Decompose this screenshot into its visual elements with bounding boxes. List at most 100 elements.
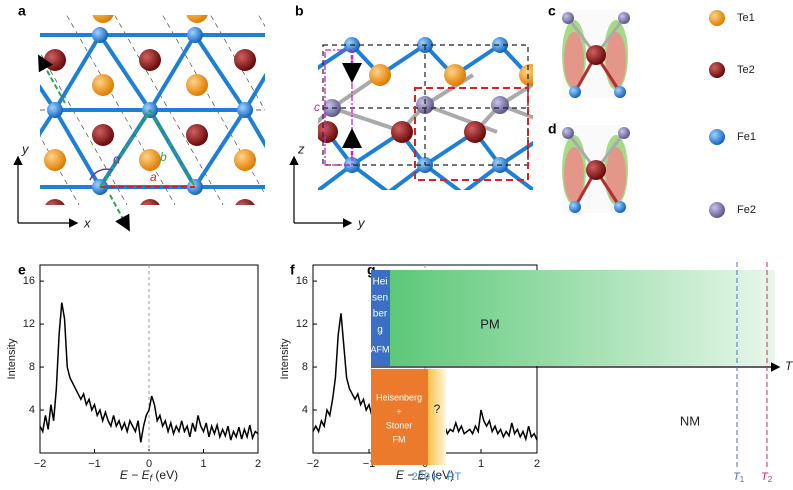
atom (186, 15, 208, 23)
atom (282, 179, 298, 195)
x-axis-label-sub: f (426, 473, 430, 483)
supercell (414, 87, 529, 181)
atom (187, 27, 203, 43)
atom (140, 199, 160, 205)
atom (92, 15, 114, 23)
x-axis-label: E − Ef (eV) (396, 468, 454, 483)
atom (709, 202, 725, 218)
t-axis-name: T (785, 359, 793, 373)
y-axis-label: Intensity (6, 338, 18, 379)
y-tick-label: 4 (302, 404, 308, 416)
atom (464, 121, 486, 143)
x-tick-label: 1 (478, 458, 484, 470)
fm-region (371, 369, 428, 465)
rt-label: RT (447, 471, 462, 483)
bond (388, 163, 427, 190)
t1-label-main: T (733, 471, 741, 483)
atom (0, 74, 21, 96)
unknown-region (428, 369, 446, 465)
y-tick-label: 16 (296, 275, 308, 287)
atom (491, 96, 509, 114)
atom (586, 45, 606, 65)
axis-name: y (357, 215, 366, 230)
t2-label: T2 (761, 471, 773, 484)
y-tick-label: 8 (302, 361, 308, 373)
atom (92, 74, 114, 96)
c-box (324, 49, 353, 166)
bond (318, 43, 354, 71)
bond (499, 103, 533, 120)
t220-label: 220 K (412, 471, 441, 483)
atom (614, 86, 626, 98)
t2-label-main: T (761, 471, 769, 483)
panel-letter: d (548, 121, 557, 137)
atom (92, 27, 108, 43)
atom (391, 121, 413, 143)
panel-letter: b (295, 3, 304, 19)
atom (519, 64, 533, 86)
legend-label: Fe1 (737, 131, 756, 143)
atom (709, 10, 725, 26)
atom (234, 49, 256, 71)
cell-line (40, 51, 128, 205)
atom (318, 121, 338, 143)
bond (243, 72, 265, 112)
atom (492, 37, 508, 53)
fm-text: Heisenberg (376, 392, 422, 402)
spectrum-line (39, 302, 259, 443)
lattice-b (318, 37, 533, 190)
axis-name: z (297, 141, 305, 156)
atom (562, 12, 574, 24)
t1-label-sub: 1 (740, 475, 745, 484)
y-axis-label: Intensity (279, 338, 291, 379)
angle-arc (89, 168, 113, 181)
fm-text: FM (393, 434, 406, 444)
atom (416, 96, 434, 114)
atom (237, 102, 253, 118)
bond (148, 33, 197, 112)
nm-text: NM (680, 413, 700, 428)
density-pink (564, 147, 584, 203)
cell-line (40, 135, 80, 205)
x-axis-label-main: E − E (120, 468, 151, 482)
vector-b (99, 109, 151, 188)
x-tick-label: −2 (34, 458, 47, 470)
bond (193, 33, 247, 112)
t2-label-sub: 2 (768, 475, 773, 484)
panel-letter: c (548, 3, 556, 19)
cell-line (66, 15, 176, 205)
atom (47, 102, 63, 118)
atom (0, 179, 13, 195)
x-axis-label: E − Ef (eV) (120, 468, 178, 483)
atom (234, 149, 256, 171)
afm-text: g (377, 325, 383, 336)
y-tick-label: 12 (23, 318, 35, 330)
density-pink (606, 147, 626, 203)
x-tick-label: −2 (307, 458, 320, 470)
bond (498, 82, 533, 107)
vector-b (149, 109, 196, 188)
legend-label: Te1 (737, 12, 755, 24)
atom (369, 64, 391, 86)
atom (0, 27, 13, 43)
x-tick-label: 2 (255, 458, 261, 470)
axis-name: y (21, 141, 30, 156)
afm-text: AFM (371, 344, 390, 354)
charge-density (562, 10, 630, 213)
atom (186, 124, 208, 146)
lattice-a (0, 15, 298, 205)
pm-region (390, 270, 775, 366)
atom (586, 160, 606, 180)
density-pink (606, 32, 626, 88)
legend-label: Te2 (737, 64, 755, 76)
bond (350, 163, 389, 190)
x-axis-label-unit: (eV) (152, 468, 178, 482)
annotations (38, 10, 725, 232)
fm-text: Stoner (386, 420, 413, 430)
atom (92, 124, 114, 146)
atom (282, 27, 298, 43)
x-axis-label-main: E − E (396, 468, 427, 482)
atom (614, 201, 626, 213)
